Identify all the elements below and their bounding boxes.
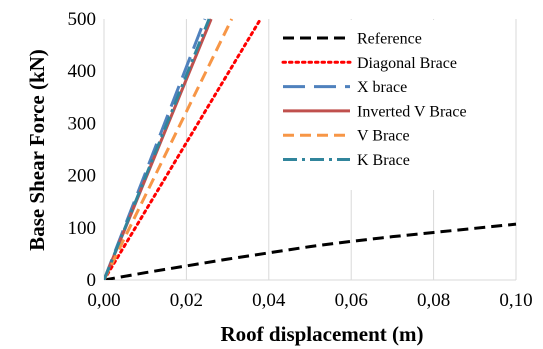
legend-label: Reference — [357, 31, 422, 48]
legend-label: V Brace — [357, 128, 410, 145]
series-line — [104, 17, 263, 280]
x-tick-label: 0,00 — [87, 290, 120, 311]
tick-labels: 0,00 0,02 0,04 0,06 0,08 0,10 0 100 200 300 400 500 — [68, 9, 533, 311]
x-tick-label: 0,02 — [170, 290, 203, 311]
y-tick-label: 300 — [68, 113, 97, 134]
series-line — [104, 222, 517, 280]
y-tick-label: 100 — [68, 218, 97, 239]
y-axis-label: Base Shear Force (kN) — [25, 49, 49, 251]
legend-label: X brace — [357, 79, 407, 96]
x-tick-label: 0,04 — [252, 290, 286, 311]
legend-label: Inverted V Brace — [357, 103, 467, 120]
x-tick-label: 0,10 — [499, 290, 532, 311]
y-tick-label: 500 — [68, 9, 97, 30]
legend: Reference Diagonal Brace X brace Inverted V… — [281, 31, 467, 169]
x-tick-label: 0,06 — [335, 290, 368, 311]
series-line — [104, 18, 211, 280]
series-line — [104, 18, 234, 280]
y-tick-label: 200 — [68, 166, 97, 187]
legend-background — [278, 20, 496, 190]
axes — [103, 19, 516, 281]
x-tick-label: 0,08 — [417, 290, 450, 311]
series-layer — [104, 17, 517, 280]
y-tick-label: 400 — [68, 61, 97, 82]
x-axis-label: Roof displacement (m) — [221, 322, 424, 346]
legend-label: Diagonal Brace — [357, 55, 457, 72]
legend-label: K Brace — [357, 152, 410, 169]
y-tick-label: 0 — [87, 270, 97, 291]
